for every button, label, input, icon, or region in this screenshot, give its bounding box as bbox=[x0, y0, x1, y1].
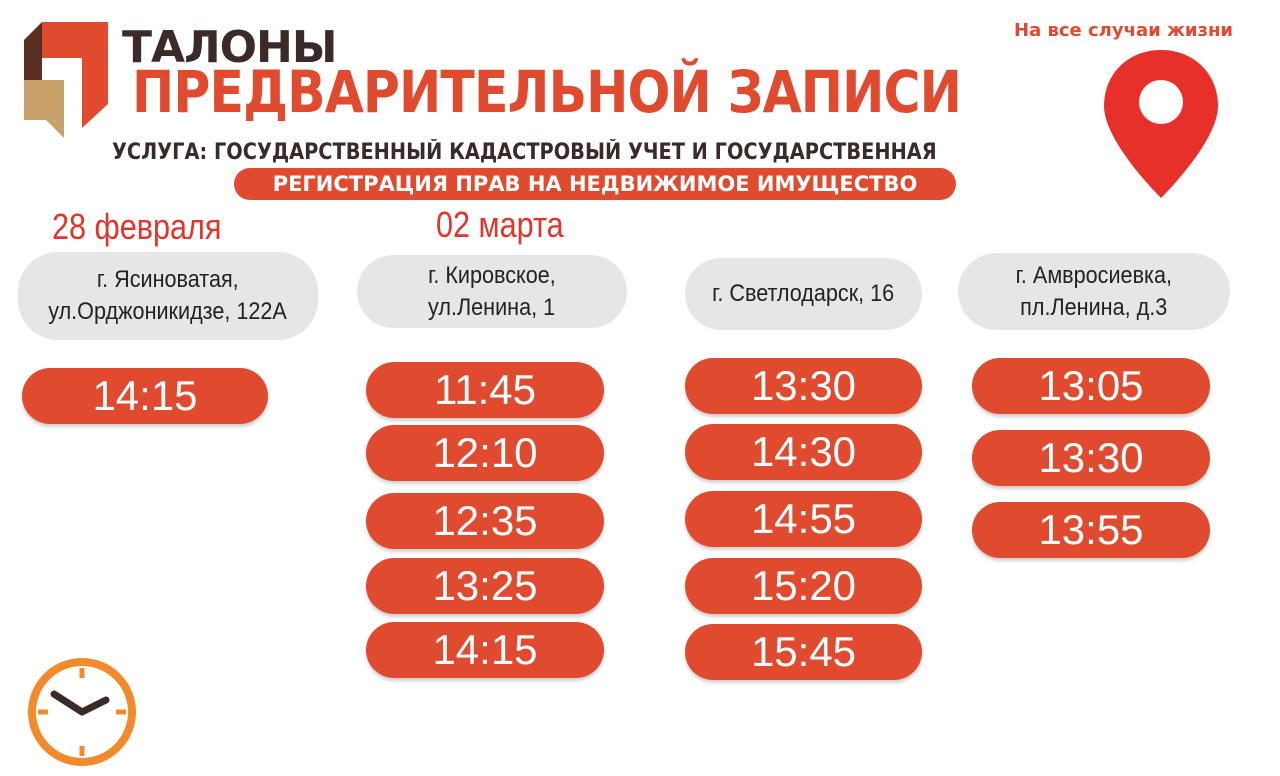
address-pill: г. Амвросиевка, пл.Ленина, д.3 bbox=[958, 253, 1230, 330]
address-line: г. Светлодарск, 16 bbox=[712, 280, 895, 307]
address-line: г. Кировское, bbox=[428, 261, 556, 289]
address-pill: г. Кировское, ул.Ленина, 1 bbox=[357, 255, 627, 328]
time-slot: 12:10 bbox=[366, 425, 604, 481]
time-slot: 14:30 bbox=[685, 424, 922, 480]
time-slot: 12:35 bbox=[366, 493, 604, 549]
time-slot: 15:45 bbox=[685, 624, 922, 680]
pin-icon bbox=[1104, 50, 1218, 198]
address-line: ул.Ленина, 1 bbox=[428, 293, 556, 321]
clock-icon bbox=[28, 658, 136, 766]
address-pill: г. Светлодарск, 16 bbox=[685, 258, 922, 330]
time-slot: 14:15 bbox=[366, 622, 604, 678]
time-slot: 13:25 bbox=[366, 558, 604, 614]
time-slot: 14:55 bbox=[685, 491, 922, 547]
address-line: пл.Ленина, д.3 bbox=[1020, 293, 1168, 321]
address-pill: г. Ясиноватая, ул.Орджоникидзе, 122А bbox=[18, 252, 318, 340]
title: ПРЕДВАРИТЕЛЬНОЙ ЗАПИСИ bbox=[132, 58, 962, 126]
logo-icon bbox=[24, 22, 108, 138]
address-line: г. Ясиноватая, bbox=[97, 266, 239, 293]
time-slot: 13:05 bbox=[972, 358, 1210, 414]
time-slot: 13:30 bbox=[685, 358, 922, 414]
slogan: На все случаи жизни bbox=[1014, 20, 1234, 41]
date: 28 февраля bbox=[52, 206, 222, 247]
service-line: УСЛУГА: ГОСУДАРСТВЕННЫЙ КАДАСТРОВЫЙ УЧЕТ… bbox=[112, 140, 937, 165]
date: 02 марта bbox=[436, 204, 564, 245]
time-slot: 15:20 bbox=[685, 558, 922, 614]
address-line: ул.Орджоникидзе, 122А bbox=[48, 298, 288, 325]
time-slot: 13:30 bbox=[972, 430, 1210, 486]
service-line-pill: РЕГИСТРАЦИЯ ПРАВ НА НЕДВИЖИМОЕ ИМУЩЕСТВО bbox=[234, 168, 956, 200]
time-slot: 14:15 bbox=[22, 368, 268, 424]
time-slot: 13:55 bbox=[972, 502, 1210, 558]
address-line: г. Амвросиевка, bbox=[1015, 261, 1173, 289]
logo-word: ТАЛОНЫ bbox=[122, 22, 337, 73]
time-slot: 11:45 bbox=[366, 362, 604, 418]
